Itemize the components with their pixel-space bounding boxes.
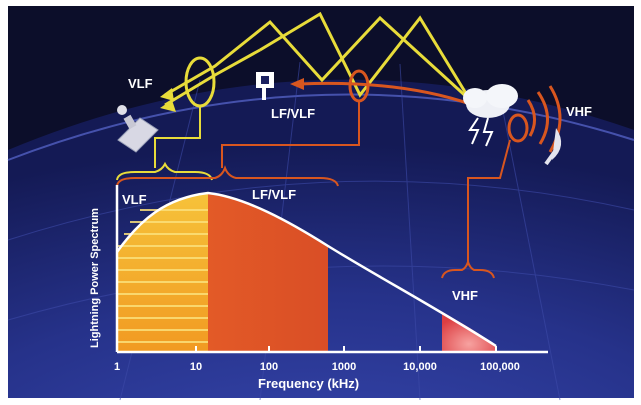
lf-direct-signal <box>299 81 471 106</box>
vlf-reflection-rays <box>164 11 472 107</box>
lightning-storm-icon <box>463 84 518 147</box>
vhf-band-label: VHF <box>452 288 478 303</box>
vlf-top-label: VLF <box>128 76 153 91</box>
vhf-antenna-icon <box>544 128 562 166</box>
x-axis-title: Frequency (kHz) <box>258 376 359 391</box>
x-tick-label: 1000 <box>332 361 356 373</box>
x-tick-label: 1 <box>114 361 120 373</box>
ray-arrowhead <box>160 88 174 101</box>
spectrum-chart <box>115 185 548 354</box>
lf-vlf-band-label: LF/VLF <box>252 187 296 202</box>
y-axis-title: Lightning Power Spectrum <box>89 208 101 348</box>
satellite-icon <box>117 105 159 153</box>
lf-vlf-top-label: LF/VLF <box>271 106 315 121</box>
lf-vlf-band-fill <box>208 193 328 352</box>
signal-arrowhead <box>290 78 304 90</box>
connection-wires <box>154 106 201 168</box>
x-tick-label: 100,000 <box>480 361 520 373</box>
vlf-band-fill <box>117 193 208 352</box>
vhf-emission-arcs <box>526 85 562 153</box>
vlf-band-label: VLF <box>122 192 147 207</box>
earth-horizon <box>7 93 635 161</box>
x-tick-label: 100 <box>260 361 278 373</box>
x-tick-label: 10,000 <box>403 361 437 373</box>
receiver-loop-icon-vhf <box>507 113 529 143</box>
ray-arrowhead-2 <box>160 100 176 112</box>
antenna-receiver-icon <box>256 72 274 100</box>
band-braces <box>116 161 495 279</box>
connection-wires-orange <box>221 101 511 265</box>
x-tick-label: 10 <box>190 361 202 373</box>
vhf-top-label: VHF <box>566 104 592 119</box>
spectrum-curve <box>115 191 497 348</box>
vlf-band-stripes <box>117 209 208 343</box>
x-axis-ticks <box>116 346 497 352</box>
